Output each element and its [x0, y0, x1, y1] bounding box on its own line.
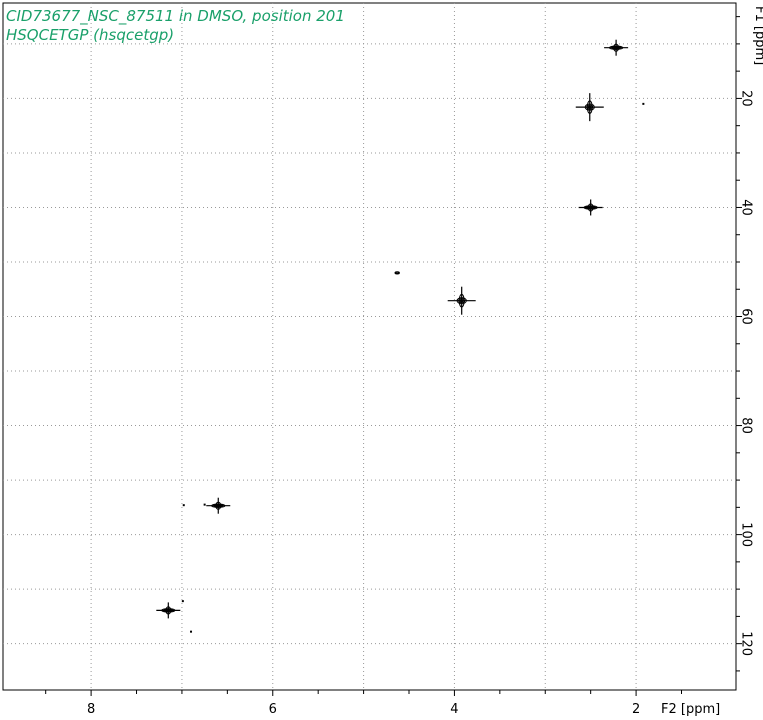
y-axis-label: F1 [ppm] [752, 6, 763, 65]
chart-subtitle: HSQCETGP (hsqcetgp) [6, 26, 174, 44]
plot-frame [2, 2, 737, 691]
peak-contour [190, 630, 193, 633]
y-tick-label: 80 [738, 417, 753, 434]
peak-contour [604, 39, 629, 56]
peak-contour [642, 102, 645, 105]
peak-contour [156, 602, 181, 619]
x-tick-label: 2 [632, 702, 640, 717]
x-tick-label: 8 [87, 702, 95, 717]
x-tick-label: 6 [269, 702, 277, 717]
peak-contour [575, 93, 604, 122]
y-tick-label: 40 [738, 199, 753, 216]
chart-title: CID73677_NSC_87511 in DMSO, position 201 [6, 7, 345, 26]
peak-contour [578, 199, 603, 216]
y-tick-label: 120 [738, 631, 753, 656]
axis-ticks: 8 6 4 2 20 40 60 80 100 120 [45, 16, 753, 717]
x-tick-label: 4 [450, 702, 458, 717]
x-axis-label: F2 [ppm] [661, 702, 720, 717]
y-tick-label: 60 [738, 308, 753, 325]
peak-contour [181, 600, 184, 603]
peak-contour [394, 271, 400, 275]
peak-contour [447, 286, 476, 315]
peak-contour [182, 504, 185, 507]
peak-contour [206, 497, 231, 514]
peak-contour [203, 503, 206, 506]
peak-contours [156, 39, 645, 633]
y-tick-label: 100 [738, 522, 753, 547]
y-tick-label: 20 [738, 90, 753, 107]
grid-lines [3, 3, 736, 690]
